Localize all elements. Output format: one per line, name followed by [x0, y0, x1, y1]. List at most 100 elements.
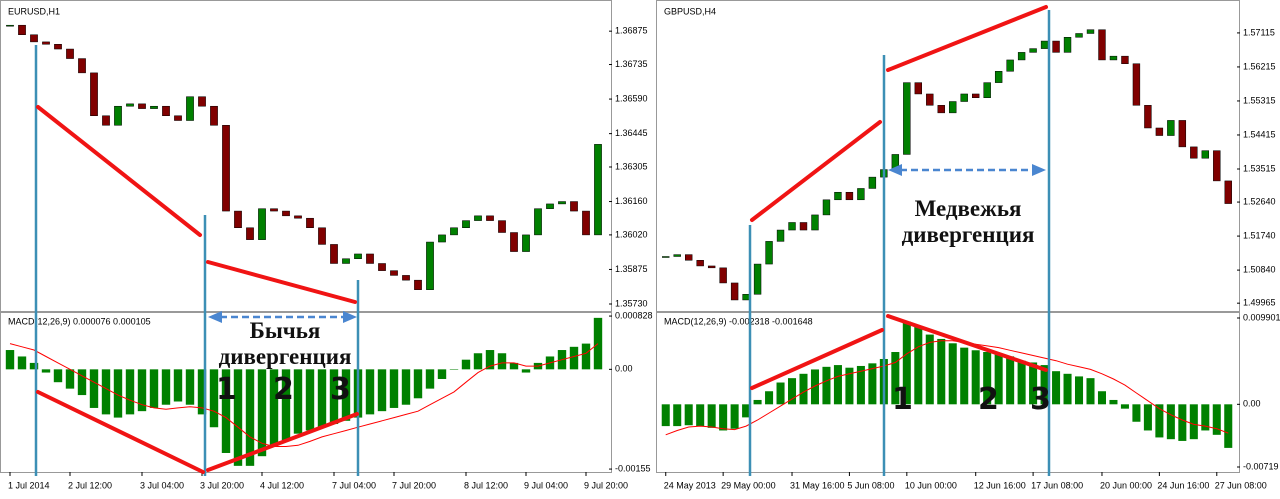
y-tick-label: 1.35875 — [615, 264, 648, 274]
candle — [1109, 55, 1118, 61]
candle — [450, 227, 458, 236]
histogram-bar — [776, 382, 785, 405]
candle — [90, 72, 98, 117]
x-tick-label: 9 Jul 04:00 — [524, 480, 568, 490]
histogram-bar — [1006, 356, 1015, 405]
candle — [78, 58, 86, 74]
wave-label: 3 — [1030, 382, 1051, 417]
candle — [54, 44, 62, 50]
histogram-bar — [925, 334, 934, 405]
histogram-bar — [765, 391, 774, 405]
x-tick-label: 29 May 00:00 — [721, 480, 776, 490]
histogram-bar — [1040, 365, 1049, 405]
histogram-bar — [1052, 371, 1061, 405]
histogram-bar — [707, 404, 716, 428]
histogram-bar — [1166, 404, 1175, 440]
y-tick-label: 1.36445 — [615, 128, 648, 138]
histogram-bar — [161, 369, 171, 405]
candle — [522, 234, 530, 252]
y-tick-label: 1.49965 — [1243, 298, 1276, 308]
histogram-bar — [185, 369, 195, 405]
candle — [788, 222, 796, 231]
candle — [719, 267, 727, 284]
wave-label: 3 — [330, 372, 351, 407]
candle — [246, 227, 254, 240]
y-tick-label: 0.009901 — [1243, 312, 1280, 322]
candle — [42, 41, 50, 45]
x-tick-label: 24 Jun 16:00 — [1157, 480, 1209, 490]
candle — [294, 215, 302, 219]
candle — [582, 210, 590, 236]
x-tick-label: 7 Jul 04:00 — [332, 480, 376, 490]
candle — [486, 215, 494, 221]
candle — [6, 24, 14, 27]
candle — [1213, 150, 1221, 182]
candle — [534, 208, 542, 236]
panel-title: GBPUSD,H4 — [664, 6, 716, 16]
histogram-bar — [1120, 404, 1129, 409]
candle — [765, 241, 773, 265]
candle — [834, 191, 842, 201]
histogram-bar — [521, 369, 531, 373]
histogram-bar — [65, 369, 75, 389]
candle — [1052, 40, 1060, 53]
y-tick-label: 1.36590 — [615, 93, 648, 103]
y-tick-label: 1.50840 — [1243, 264, 1276, 274]
candle — [306, 217, 314, 228]
histogram-bar — [437, 369, 447, 379]
panel-title: EURUSD,H1 — [8, 6, 60, 16]
histogram-bar — [317, 369, 327, 428]
y-tick-label: 1.36735 — [615, 59, 648, 69]
candle — [972, 93, 980, 98]
histogram-bar — [449, 369, 459, 370]
histogram-bar — [149, 369, 159, 408]
histogram-bar — [329, 369, 339, 425]
candle — [234, 210, 242, 228]
histogram-bar — [891, 352, 900, 405]
candle — [1201, 150, 1209, 159]
histogram-bar — [197, 369, 207, 415]
candle — [868, 176, 877, 189]
histogram-bar — [810, 369, 819, 405]
x-tick-label: 3 Jul 20:00 — [200, 480, 244, 490]
histogram-bar — [269, 369, 279, 447]
candle — [438, 234, 446, 243]
candle — [390, 270, 398, 276]
histogram-bar — [719, 404, 728, 431]
histogram-bar — [868, 363, 877, 405]
y-tick-label: 0.00 — [615, 364, 633, 374]
histogram-bar — [1029, 362, 1038, 405]
x-tick-label: 31 May 16:00 — [790, 480, 845, 490]
histogram-bar — [293, 369, 303, 434]
y-tick-label: 1.36305 — [615, 161, 648, 171]
panel-title: MACD(12,26,9) -0.002318 -0.001648 — [664, 316, 813, 326]
x-tick-label: 3 Jul 04:00 — [140, 480, 184, 490]
histogram-bar — [1143, 404, 1152, 431]
candle — [366, 253, 374, 264]
candle — [270, 208, 278, 212]
candle — [546, 203, 554, 209]
y-tick-label: 1.57115 — [1243, 27, 1275, 37]
histogram-bar — [1063, 373, 1072, 405]
histogram-bar — [365, 369, 375, 415]
candle — [66, 48, 74, 59]
histogram-bar — [137, 369, 147, 412]
histogram-bar — [485, 350, 495, 370]
candle — [811, 214, 819, 231]
candle — [174, 115, 182, 121]
histogram-bar — [994, 353, 1003, 405]
x-tick-label: 27 Jun 08:00 — [1215, 480, 1267, 490]
candle — [210, 105, 218, 126]
candle — [1086, 29, 1095, 34]
histogram-bar — [377, 369, 387, 412]
y-tick-label: -0.00719 — [1243, 461, 1279, 471]
histogram-bar — [245, 369, 255, 466]
candle — [462, 220, 470, 228]
histogram-bar — [1097, 391, 1106, 405]
histogram-bar — [473, 353, 483, 370]
histogram-bar — [914, 325, 923, 405]
candle — [1029, 48, 1037, 53]
annotations — [34, 5, 1051, 476]
histogram-bar — [413, 369, 423, 399]
